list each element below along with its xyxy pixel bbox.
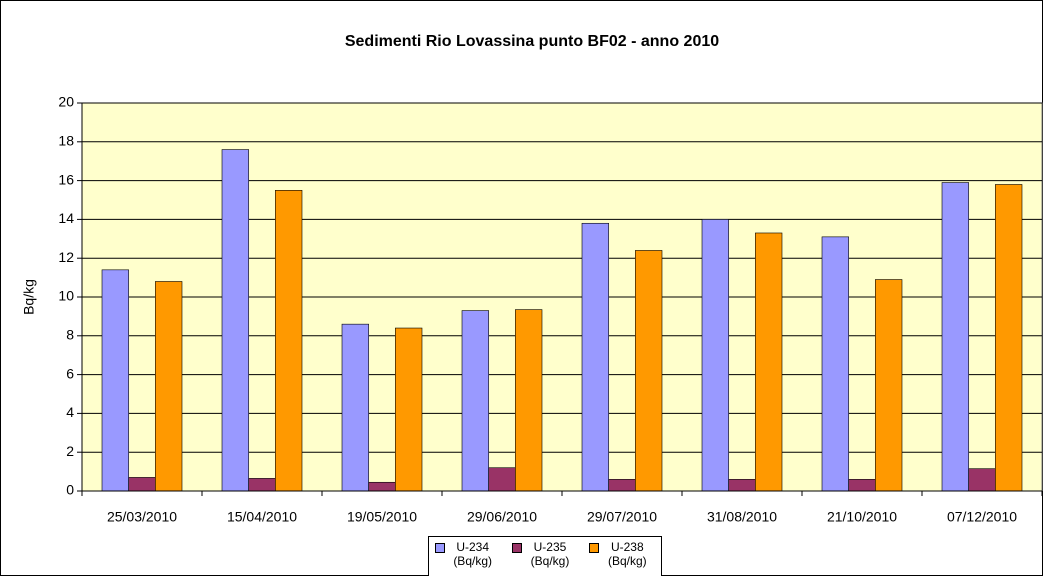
bar <box>968 468 996 492</box>
bar <box>515 309 543 492</box>
legend-item: U-238 (Bq/kg) <box>589 540 655 576</box>
x-tick-label: 07/12/2010 <box>947 509 1017 525</box>
bar <box>941 182 969 492</box>
legend-swatch <box>511 543 522 553</box>
bar <box>461 310 489 492</box>
y-tick-label: 4 <box>66 404 74 420</box>
legend: U-234 (Bq/kg) U-235 (Bq/kg) U-238 (Bq/kg) <box>428 536 662 576</box>
x-tick-label: 15/04/2010 <box>227 509 297 525</box>
y-tick-label: 8 <box>66 327 74 343</box>
y-tick-label: 10 <box>58 288 74 304</box>
y-tick-label: 18 <box>58 133 74 149</box>
y-tick-label: 20 <box>58 94 74 110</box>
y-tick-label: 12 <box>58 249 74 265</box>
bar <box>101 269 129 492</box>
bar <box>755 232 783 492</box>
bar <box>488 467 516 492</box>
y-tick-label: 6 <box>66 365 74 381</box>
y-tick-label: 2 <box>66 443 74 459</box>
bar <box>848 479 876 492</box>
x-tick-label: 31/08/2010 <box>707 509 777 525</box>
bar <box>368 481 396 492</box>
legend-item: U-235 (Bq/kg) <box>511 540 578 576</box>
bar <box>821 236 849 492</box>
y-axis-label: Bq/kg <box>21 279 37 315</box>
x-tick-label: 29/07/2010 <box>587 509 657 525</box>
legend-swatch <box>434 543 445 553</box>
bar <box>341 323 369 492</box>
bar <box>875 279 903 492</box>
chart-title: Sedimenti Rio Lovassina punto BF02 - ann… <box>345 33 719 50</box>
x-tick-label: 19/05/2010 <box>347 509 417 525</box>
legend-item: U-234 (Bq/kg) <box>434 540 501 576</box>
legend-label: U-238 (Bq/kg) <box>607 540 647 568</box>
bar <box>248 478 276 492</box>
legend-swatch <box>589 543 600 553</box>
bar <box>995 184 1023 492</box>
y-tick-label: 0 <box>66 482 74 498</box>
bar <box>221 149 249 492</box>
bar <box>581 222 609 492</box>
bar <box>635 250 663 492</box>
y-tick-label: 16 <box>58 171 74 187</box>
bar <box>275 190 303 492</box>
y-tick-label: 14 <box>58 210 74 226</box>
bar <box>728 479 756 492</box>
bar <box>155 281 183 492</box>
bar <box>701 219 729 492</box>
x-tick-label: 29/06/2010 <box>467 509 537 525</box>
x-tick-label: 21/10/2010 <box>827 509 897 525</box>
bar <box>395 327 423 492</box>
bar <box>608 479 636 492</box>
x-tick-label: 25/03/2010 <box>107 509 177 525</box>
legend-label: U-235 (Bq/kg) <box>530 540 570 568</box>
legend-label: U-234 (Bq/kg) <box>453 540 492 568</box>
bar <box>128 477 156 492</box>
